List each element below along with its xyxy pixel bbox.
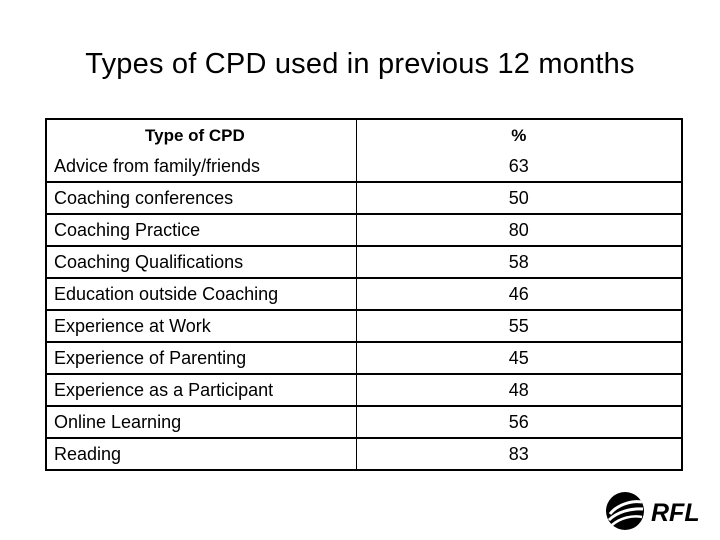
cell-type: Advice from family/friends — [45, 151, 357, 183]
cell-type: Coaching conferences — [45, 181, 357, 215]
cell-type: Experience at Work — [45, 309, 357, 343]
table-row: Online Learning 56 — [45, 405, 683, 439]
table-row: Experience of Parenting 45 — [45, 341, 683, 375]
cell-percent: 48 — [355, 373, 683, 407]
table-header-row: Type of CPD % — [45, 118, 683, 151]
cell-type: Reading — [45, 437, 357, 471]
cell-percent: 56 — [355, 405, 683, 439]
cell-type: Coaching Practice — [45, 213, 357, 247]
cpd-table: Type of CPD % Advice from family/friends… — [45, 118, 683, 471]
table-row: Experience as a Participant 48 — [45, 373, 683, 407]
header-percent: % — [355, 118, 683, 151]
rfl-logo: RFL — [604, 490, 714, 532]
cell-type: Coaching Qualifications — [45, 245, 357, 279]
table-row: Experience at Work 55 — [45, 309, 683, 343]
cell-type: Experience as a Participant — [45, 373, 357, 407]
cell-type: Experience of Parenting — [45, 341, 357, 375]
cell-percent: 58 — [355, 245, 683, 279]
table-row: Coaching Practice 80 — [45, 213, 683, 247]
table-row: Advice from family/friends 63 — [45, 151, 683, 183]
table-row: Coaching conferences 50 — [45, 181, 683, 215]
page-title: Types of CPD used in previous 12 months — [85, 48, 635, 80]
cell-percent: 80 — [355, 213, 683, 247]
header-type-of-cpd: Type of CPD — [45, 118, 357, 151]
cell-percent: 50 — [355, 181, 683, 215]
cell-percent: 46 — [355, 277, 683, 311]
cell-percent: 63 — [355, 151, 683, 183]
cell-type: Education outside Coaching — [45, 277, 357, 311]
cell-percent: 45 — [355, 341, 683, 375]
cell-type: Online Learning — [45, 405, 357, 439]
table-row: Education outside Coaching 46 — [45, 277, 683, 311]
cell-percent: 55 — [355, 309, 683, 343]
table-row: Coaching Qualifications 58 — [45, 245, 683, 279]
rfl-logo-graphic: RFL — [606, 492, 700, 530]
rugby-ball-icon — [606, 492, 644, 530]
cell-percent: 83 — [355, 437, 683, 471]
rfl-logo-text: RFL — [651, 499, 700, 527]
table-row: Reading 83 — [45, 437, 683, 471]
